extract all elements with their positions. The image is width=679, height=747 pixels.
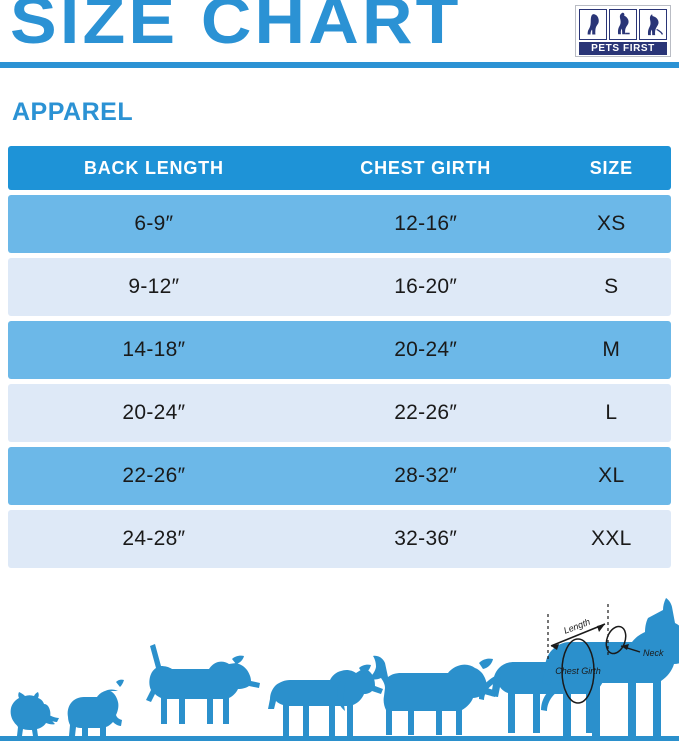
column-header-size: SIZE — [589, 157, 633, 178]
brand-logo: PETS FIRST — [575, 5, 671, 57]
logo-brand-name: PETS FIRST — [579, 42, 667, 55]
cell-chest-girth: 32-36″ — [394, 527, 458, 550]
column-header-chest-girth: CHEST GIRTH — [360, 157, 492, 178]
cell-size: XS — [597, 212, 626, 235]
cell-back-length: 6-9″ — [134, 212, 174, 235]
cell-chest-girth: 28-32″ — [394, 464, 458, 487]
dog-silhouette-4 — [268, 664, 383, 736]
table-row: 22-26″ 28-32″ XL — [8, 447, 671, 505]
label-neck: Neck — [643, 648, 664, 658]
logo-icon-row — [579, 9, 667, 40]
dog-standing-icon — [639, 9, 667, 40]
table-row: 24-28″ 32-36″ XXL — [8, 510, 671, 568]
dog-sitting-icon — [579, 9, 607, 40]
table-row: 14-18″ 20-24″ M — [8, 321, 671, 379]
neck-loop — [605, 625, 627, 655]
cell-back-length: 24-28″ — [122, 527, 186, 550]
table-row: 20-24″ 22-26″ L — [8, 384, 671, 442]
cell-size: XL — [598, 464, 625, 487]
cell-chest-girth: 16-20″ — [394, 275, 458, 298]
page-header: SIZE CHART PETS FIRST — [0, 0, 679, 72]
dog-silhouette-3 — [146, 644, 260, 724]
cell-back-length: 20-24″ — [122, 401, 186, 424]
size-chart-table: BACK LENGTH CHEST GIRTH SIZE 6-9″ 12-16″… — [8, 146, 671, 573]
chest-girth-loop — [561, 638, 595, 704]
dog-silhouette-1 — [10, 692, 59, 736]
dog-silhouette-2 — [67, 679, 124, 736]
page-title: SIZE CHART — [10, 0, 462, 57]
cell-back-length: 22-26″ — [122, 464, 186, 487]
neck-arrow — [620, 644, 641, 653]
cell-chest-girth: 12-16″ — [394, 212, 458, 235]
label-length: Length — [562, 617, 591, 636]
title-divider — [0, 62, 679, 68]
dog-begging-icon — [609, 9, 637, 40]
column-header-back-length: BACK LENGTH — [83, 157, 224, 178]
cell-size: S — [604, 275, 619, 298]
cell-size: L — [605, 401, 618, 424]
dog-silhouette-7 — [541, 598, 679, 737]
cell-back-length: 14-18″ — [122, 338, 186, 361]
cell-chest-girth: 20-24″ — [394, 338, 458, 361]
ground-line — [0, 736, 679, 741]
table-row: 6-9″ 12-16″ XS — [8, 195, 671, 253]
length-arrow — [550, 623, 606, 650]
table-row: 9-12″ 16-20″ S — [8, 258, 671, 316]
cell-chest-girth: 22-26″ — [394, 401, 458, 424]
section-title: APPAREL — [12, 98, 134, 126]
cell-size: XXL — [591, 527, 632, 550]
cell-back-length: 9-12″ — [128, 275, 180, 298]
cell-size: M — [602, 338, 621, 361]
dog-size-illustration: Length Chest Girth Neck — [0, 596, 679, 747]
table-header-row: BACK LENGTH CHEST GIRTH SIZE — [8, 146, 671, 190]
dog-silhouette-5 — [368, 655, 497, 735]
label-chest-girth: Chest Girth — [555, 666, 601, 676]
